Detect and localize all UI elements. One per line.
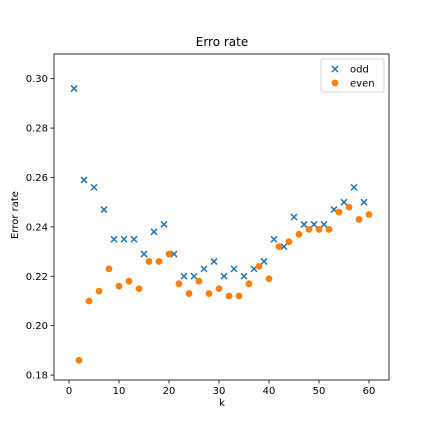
data-point-even	[145, 258, 153, 265]
y-tick-label: 0.26	[26, 173, 48, 184]
data-point-even	[255, 262, 263, 270]
x-tick-label: 0	[66, 386, 72, 397]
data-point-odd	[170, 250, 178, 258]
data-point-odd	[150, 228, 158, 236]
data-point-odd	[360, 198, 368, 206]
x-axis: 0 10 20 30 40 50 60	[66, 380, 376, 397]
data-point-even	[125, 277, 133, 285]
data-point-odd	[120, 235, 128, 243]
data-point-even	[115, 282, 123, 290]
chart-title: Erro rate	[196, 35, 249, 49]
x-tick-label: 40	[263, 386, 276, 397]
data-point-odd	[70, 85, 78, 93]
x-tick-label: 50	[313, 386, 326, 397]
data-point-even	[185, 290, 193, 297]
data-point-even	[295, 230, 303, 238]
data-point-even	[135, 285, 143, 293]
data-point-even	[285, 238, 293, 246]
data-point-odd	[90, 183, 98, 191]
data-point-even	[325, 225, 333, 233]
data-point-even	[85, 297, 93, 305]
data-point-even	[265, 275, 273, 283]
data-point-even	[195, 277, 203, 285]
data-point-odd	[180, 272, 188, 280]
data-point-odd	[230, 265, 238, 273]
series-even	[75, 203, 373, 364]
data-point-even	[235, 292, 243, 300]
legend-label-even: even	[350, 79, 375, 90]
data-point-even	[165, 250, 173, 258]
data-point-odd	[310, 220, 318, 228]
data-point-odd	[240, 272, 248, 280]
data-point-even	[355, 216, 363, 223]
data-point-even	[245, 280, 253, 288]
data-point-even	[105, 265, 113, 273]
data-point-odd	[110, 235, 118, 243]
data-point-odd	[290, 213, 298, 221]
data-point-even	[315, 225, 323, 233]
data-point-odd	[320, 220, 328, 228]
data-point-even	[225, 292, 233, 300]
series-odd	[70, 85, 368, 280]
data-point-odd	[270, 235, 278, 243]
y-tick-label: 0.28	[26, 124, 48, 135]
x-tick-label: 60	[363, 386, 376, 397]
y-tick-label: 0.24	[26, 222, 48, 233]
data-point-odd	[260, 257, 268, 265]
y-axis: 0.18 0.20 0.22 0.24 0.26 0.28 0.30	[26, 74, 54, 382]
x-tick-label: 20	[163, 386, 176, 397]
data-point-odd	[80, 176, 88, 184]
data-point-even	[215, 285, 223, 293]
data-point-even	[335, 208, 343, 216]
plot-area	[53, 53, 390, 381]
data-point-odd	[280, 243, 288, 251]
plot-frame	[53, 53, 390, 381]
data-point-even	[345, 203, 353, 211]
data-point-odd	[160, 220, 168, 228]
data-point-even	[275, 243, 283, 251]
data-point-even	[305, 225, 313, 233]
legend: odd even	[320, 58, 385, 93]
data-point-odd	[130, 235, 138, 243]
data-point-odd	[300, 220, 308, 228]
data-point-even	[155, 258, 163, 265]
data-point-odd	[340, 198, 348, 206]
legend-marker-odd	[331, 65, 339, 73]
data-point-odd	[200, 265, 208, 273]
x-axis-label: k	[219, 398, 225, 409]
data-point-odd	[220, 272, 228, 280]
y-axis-label: Error rate	[10, 191, 21, 239]
data-point-odd	[190, 272, 198, 280]
data-point-odd	[350, 183, 358, 191]
data-point-even	[95, 287, 103, 295]
legend-marker-even	[331, 79, 339, 87]
data-point-odd	[140, 250, 148, 258]
data-point-even	[205, 290, 213, 297]
y-tick-label: 0.20	[26, 321, 48, 332]
data-point-even	[175, 280, 183, 288]
data-point-even	[365, 211, 373, 218]
data-point-odd	[210, 257, 218, 265]
x-tick-label: 10	[113, 386, 126, 397]
data-point-odd	[100, 206, 108, 214]
x-tick-label: 30	[213, 386, 226, 397]
data-point-even	[75, 356, 83, 364]
y-tick-label: 0.30	[26, 74, 48, 85]
y-tick-label: 0.18	[26, 371, 48, 382]
legend-label-odd: odd	[350, 65, 369, 76]
y-tick-label: 0.22	[26, 272, 48, 283]
